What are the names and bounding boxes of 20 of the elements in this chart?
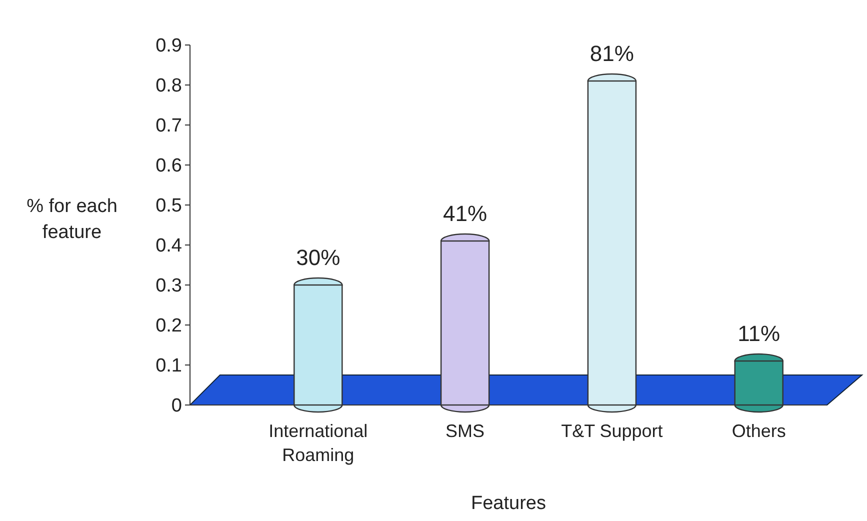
y-tick-label: 0.1 [156, 356, 182, 377]
y-tick-label: 0.7 [156, 116, 182, 137]
data-label: 11% [738, 321, 780, 346]
x-tick-label: SMS [446, 421, 485, 441]
x-tick-label: T&T Support [561, 421, 663, 441]
y-tick-label: 0.8 [156, 76, 182, 97]
x-tick-label: International Roaming [268, 421, 368, 465]
y-tick-label: 0.4 [156, 236, 182, 257]
y-tick-label: 0.6 [156, 156, 182, 177]
y-tick-label: 0.9 [156, 36, 182, 57]
x-axis-title: Features [471, 493, 546, 514]
data-label: 41% [443, 201, 488, 226]
data-label: 30% [296, 245, 340, 270]
data-label: 81% [590, 41, 634, 66]
x-tick-label: Others [732, 421, 786, 441]
y-axis-title: % for each feature [26, 196, 118, 243]
y-tick-label: 0.5 [156, 196, 182, 217]
y-tick-label: 0.2 [156, 316, 182, 337]
y-tick-label: 0.3 [156, 276, 182, 297]
y-tick-label: 0 [171, 396, 182, 417]
